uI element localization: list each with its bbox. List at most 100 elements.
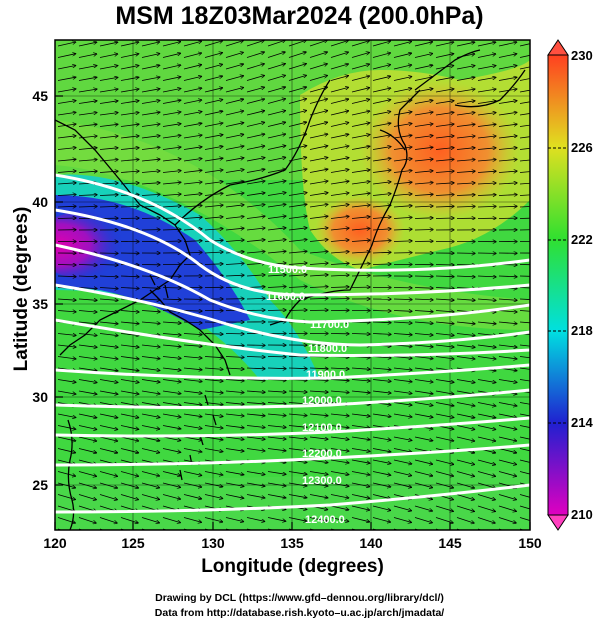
wind-arrow <box>246 52 264 58</box>
wind-arrow <box>372 311 391 312</box>
wind-arrow <box>414 517 432 523</box>
wind-arrow <box>57 390 76 394</box>
wind-arrow <box>141 344 160 347</box>
wind-arrow <box>225 134 244 139</box>
wind-arrow <box>57 148 76 150</box>
wind-arrow <box>435 276 454 277</box>
wind-arrow <box>225 448 244 452</box>
wind-arrow <box>435 112 454 116</box>
wind-arrow <box>78 367 97 371</box>
wind-arrow <box>477 344 496 347</box>
wind-arrow <box>309 181 328 185</box>
contour-label: 12100.0 <box>302 422 342 434</box>
wind-arrow <box>414 390 433 394</box>
wind-arrow <box>309 517 328 522</box>
wind-arrow <box>414 136 433 139</box>
wind-arrow <box>267 181 286 185</box>
wind-arrow <box>498 459 516 465</box>
wind-arrow <box>435 459 454 464</box>
wind-arrow <box>225 345 244 346</box>
wind-arrow <box>519 66 530 70</box>
wind-arrow <box>183 41 201 47</box>
wind-arrow <box>498 112 517 116</box>
wind-arrow <box>309 216 328 219</box>
height-contours <box>55 173 530 514</box>
wind-arrow <box>246 517 265 522</box>
wind-arrow <box>162 322 181 323</box>
wind-arrow <box>456 66 475 70</box>
wind-arrow <box>162 402 181 406</box>
wind-arrow <box>99 367 118 371</box>
wind-arrow <box>498 136 517 139</box>
wind-arrow <box>267 436 286 439</box>
wind-arrow <box>120 471 138 477</box>
wind-arrow <box>330 64 348 70</box>
wind-arrow <box>372 76 391 81</box>
wind-arrow <box>309 169 328 173</box>
wind-arrow <box>162 413 181 417</box>
wind-arrow <box>120 42 139 47</box>
wind-arrow <box>120 288 139 289</box>
wind-arrow <box>288 391 307 392</box>
wind-arrow <box>204 76 222 81</box>
wind-arrow <box>120 367 139 371</box>
wind-arrow <box>498 425 517 430</box>
wind-arrow <box>141 471 159 477</box>
wind-arrow <box>288 517 307 522</box>
wind-arrow <box>183 402 202 406</box>
wind-arrow <box>246 436 265 439</box>
wind-arrow <box>351 135 370 139</box>
wind-arrow <box>57 505 75 511</box>
wind-arrow <box>162 517 180 523</box>
wind-arrow <box>309 275 328 276</box>
wind-arrow <box>477 42 496 47</box>
wind-arrow <box>225 170 244 173</box>
wind-arrow <box>393 88 412 93</box>
wind-arrow <box>372 505 391 510</box>
wind-arrow <box>414 413 433 417</box>
wind-arrow <box>477 160 496 162</box>
wind-arrow <box>267 169 286 173</box>
wind-arrow <box>288 111 306 116</box>
wind-arrow <box>351 123 370 127</box>
wind-arrow <box>372 264 391 265</box>
wind-arrow <box>246 391 265 392</box>
wind-arrow <box>57 42 76 47</box>
wind-arrow <box>477 113 496 116</box>
wind-arrow <box>519 124 530 127</box>
wind-arrow <box>372 390 391 393</box>
wind-arrow <box>330 111 349 116</box>
x-tick-label: 120 <box>43 535 67 551</box>
wind-arrow <box>183 425 202 429</box>
wind-arrow <box>78 379 97 383</box>
wind-arrow <box>372 413 391 417</box>
wind-arrow <box>78 42 97 47</box>
wind-arrow <box>477 206 496 207</box>
wind-arrow <box>204 380 223 382</box>
wind-arrow <box>183 471 202 476</box>
wind-arrow <box>183 413 202 417</box>
y-tick-label: 40 <box>32 194 48 210</box>
wind-arrow <box>372 205 391 207</box>
wind-arrow <box>519 78 530 81</box>
wind-arrow <box>414 159 433 161</box>
wind-arrow <box>372 112 391 116</box>
wind-arrow <box>435 390 454 394</box>
wind-arrow <box>414 379 433 383</box>
wind-arrow <box>225 123 244 127</box>
wind-arrow <box>309 76 327 81</box>
wind-arrow <box>519 356 530 359</box>
wind-arrow <box>57 171 76 173</box>
wind-arrow <box>498 148 517 150</box>
wind-arrow <box>57 344 76 347</box>
wind-arrow <box>435 265 454 266</box>
wind-arrow <box>351 264 370 265</box>
wind-arrow <box>330 76 348 81</box>
wind-arrow <box>372 41 390 47</box>
wind-arrow <box>519 367 530 370</box>
wind-arrow <box>120 356 139 359</box>
wind-arrow <box>78 89 97 93</box>
wind-arrow <box>288 494 307 498</box>
wind-arrow <box>435 322 454 324</box>
wind-arrow <box>309 240 328 242</box>
